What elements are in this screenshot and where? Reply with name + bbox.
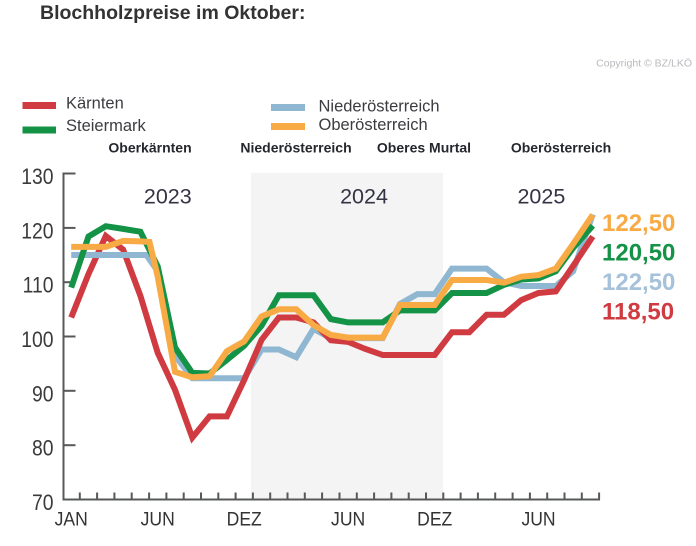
- svg-text:Blochholzpreise im Oktober:: Blochholzpreise im Oktober:: [40, 2, 305, 24]
- svg-text:120: 120: [21, 219, 53, 244]
- svg-text:Kärnten: Kärnten: [66, 95, 124, 113]
- svg-text:DEZ: DEZ: [417, 508, 452, 530]
- svg-text:2024: 2024: [340, 185, 388, 209]
- svg-text:Oberösterreich: Oberösterreich: [319, 116, 428, 134]
- svg-text:80: 80: [32, 436, 54, 461]
- svg-text:Oberes Murtal: Oberes Murtal: [377, 140, 471, 156]
- svg-text:2025: 2025: [517, 185, 565, 209]
- svg-text:JUN: JUN: [331, 508, 365, 530]
- svg-text:Niederösterreich: Niederösterreich: [240, 140, 351, 156]
- svg-text:Steiermark: Steiermark: [66, 117, 147, 135]
- svg-text:DEZ: DEZ: [227, 508, 262, 530]
- svg-text:2023: 2023: [144, 185, 192, 209]
- svg-text:Niederösterreich: Niederösterreich: [319, 98, 440, 116]
- svg-text:130: 130: [21, 165, 53, 190]
- svg-text:70: 70: [32, 491, 54, 516]
- svg-text:118,50: 118,50: [602, 299, 674, 326]
- svg-text:JAN: JAN: [55, 508, 88, 530]
- svg-text:Oberkärnten: Oberkärnten: [108, 140, 191, 156]
- svg-text:JUN: JUN: [521, 508, 555, 530]
- svg-text:JUN: JUN: [141, 508, 175, 530]
- svg-text:90: 90: [32, 382, 54, 407]
- svg-text:Copyright © BZ/LKÖ: Copyright © BZ/LKÖ: [596, 58, 692, 70]
- svg-text:122,50: 122,50: [602, 269, 675, 296]
- svg-text:110: 110: [23, 273, 54, 298]
- svg-text:Oberösterreich: Oberösterreich: [511, 140, 611, 156]
- svg-text:122,50: 122,50: [602, 210, 675, 237]
- svg-text:100: 100: [21, 328, 53, 353]
- svg-text:120,50: 120,50: [602, 239, 675, 266]
